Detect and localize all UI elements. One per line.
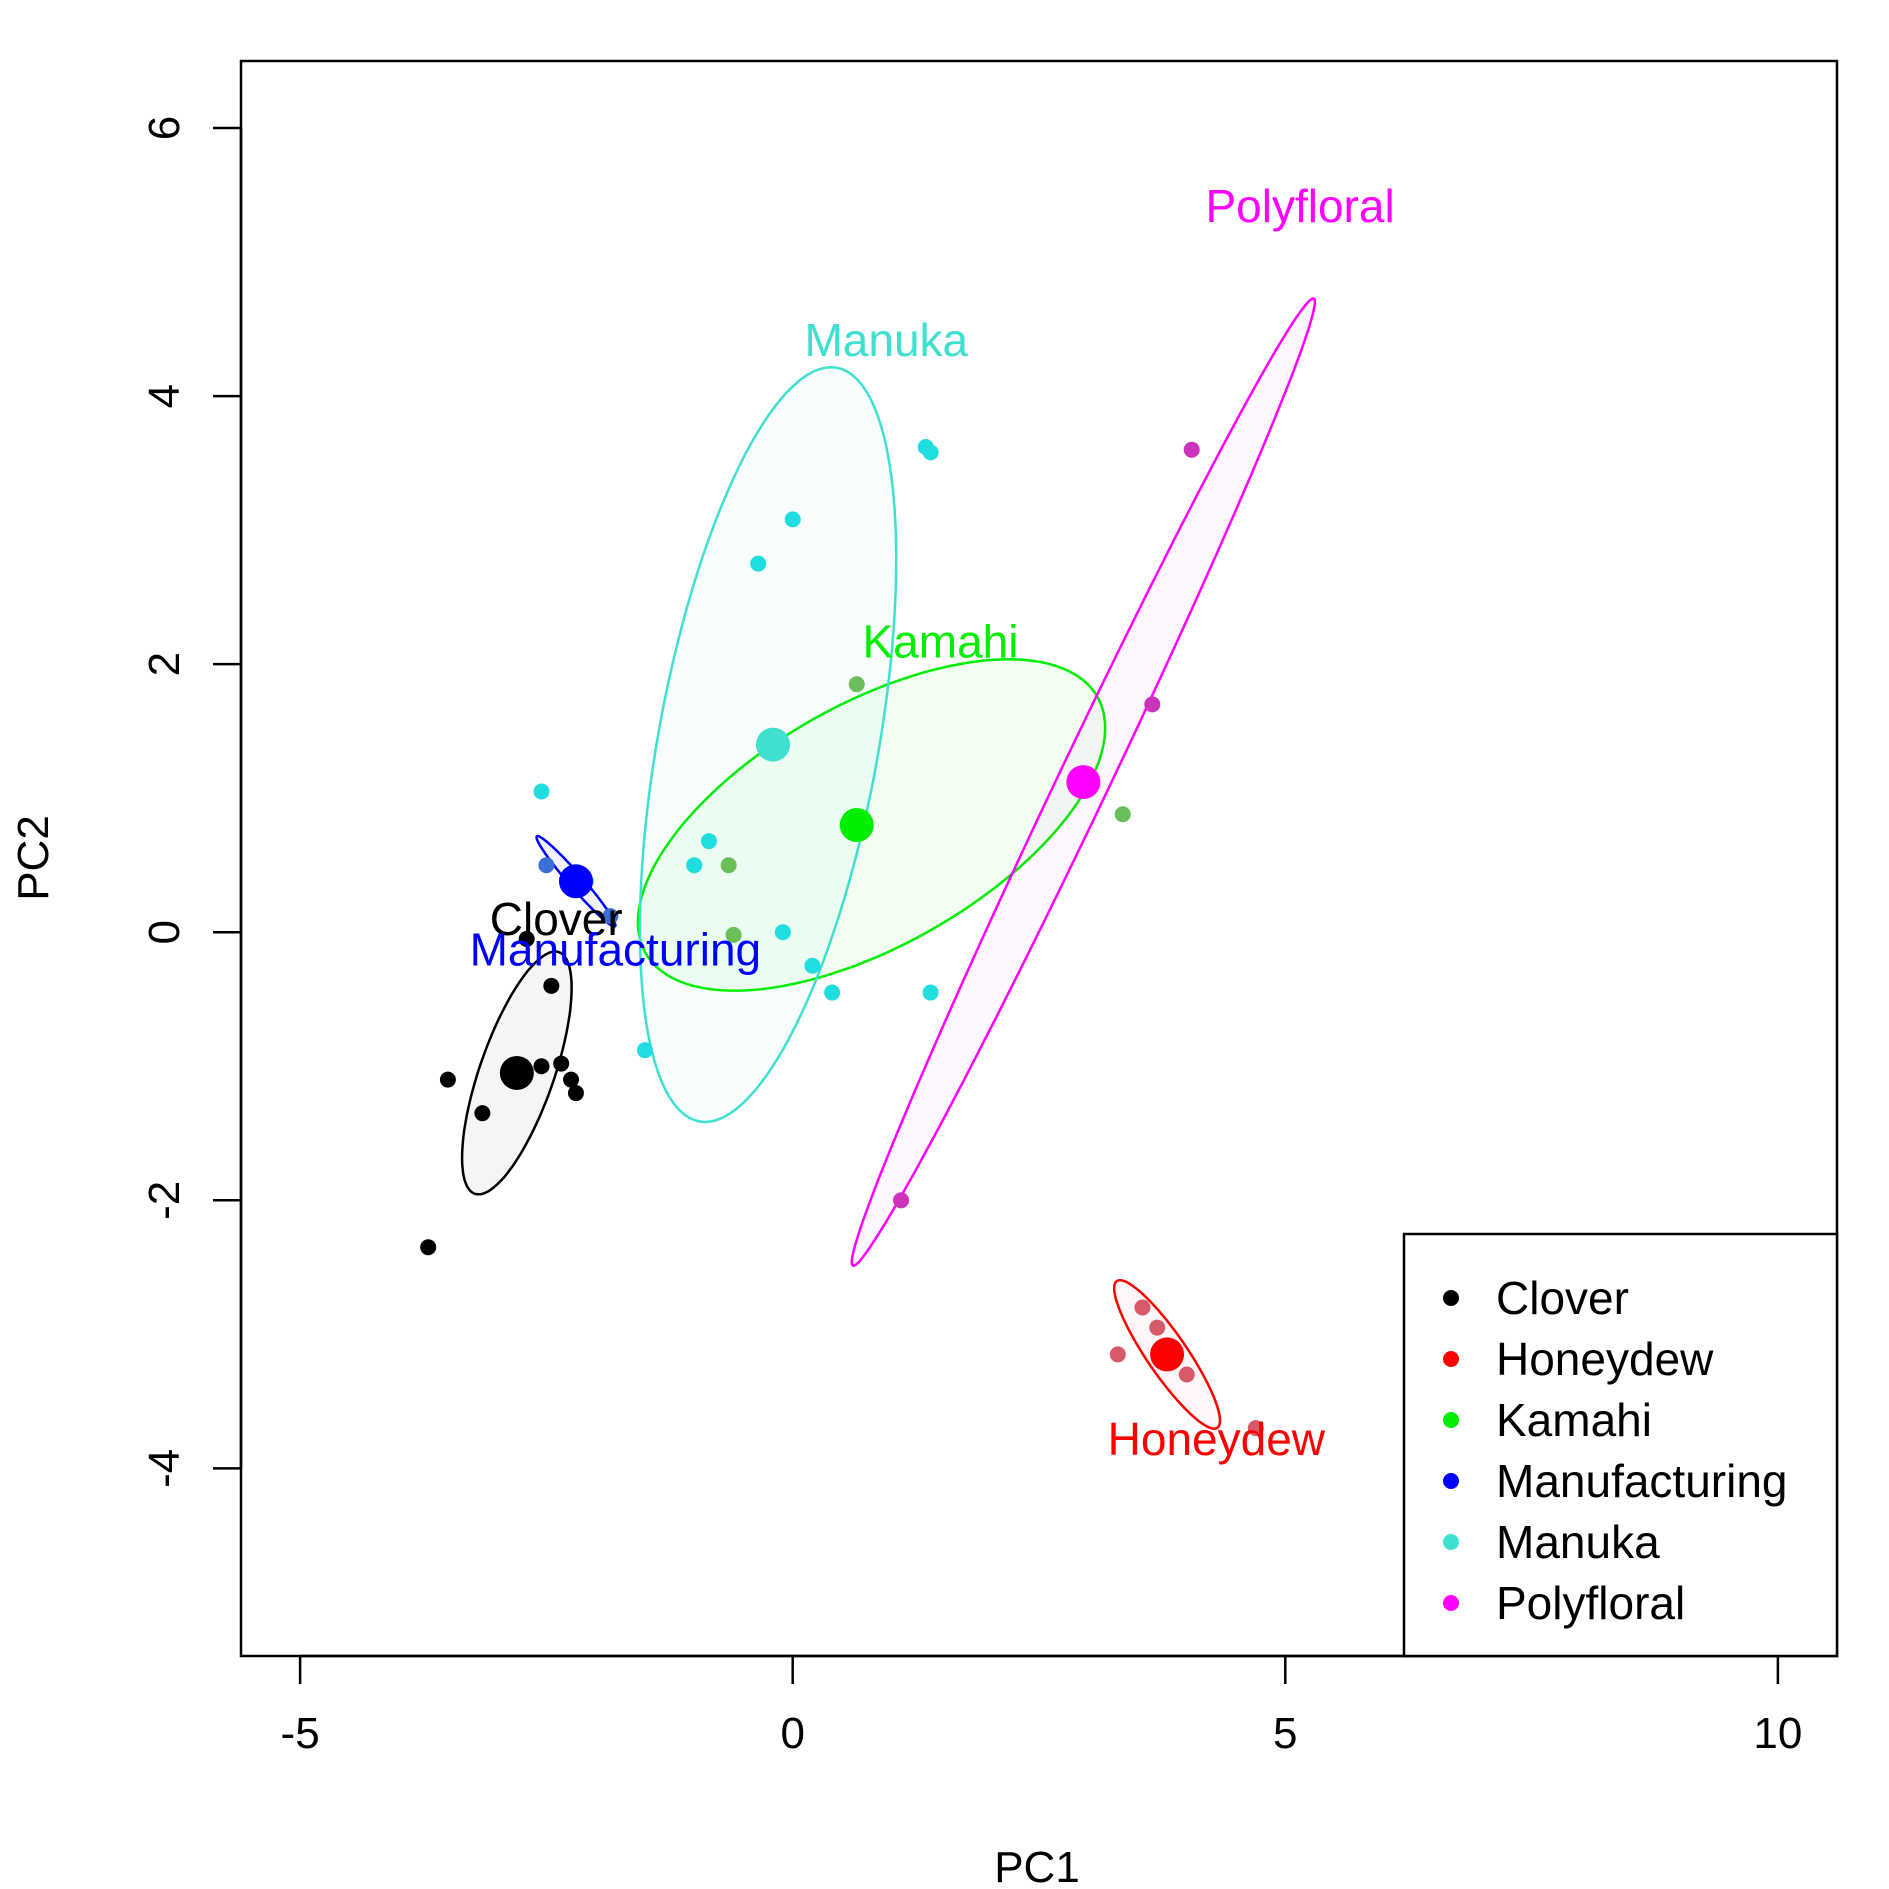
clover-point (518, 930, 535, 947)
y-axis-label: PC2 (9, 815, 58, 901)
clover-point (563, 1071, 580, 1088)
kamahi-point (725, 926, 742, 943)
manuka-point (784, 511, 801, 528)
polyfloral-ellipse (850, 297, 1317, 1267)
legend-label-honeydew: Honeydew (1496, 1333, 1714, 1385)
x-axis: -5 0 5 10 (281, 1654, 1802, 1758)
legend-label-manufacturing: Manufacturing (1496, 1455, 1788, 1507)
kamahi-point (848, 676, 865, 693)
manuka-point (533, 783, 550, 800)
data-points (420, 439, 1264, 1437)
polyfloral-centroid (1066, 765, 1101, 800)
y-tick-label: -2 (140, 1181, 189, 1220)
x-tick-label: 0 (780, 1709, 804, 1758)
legend-label-kamahi: Kamahi (1496, 1394, 1652, 1446)
manuka-point (922, 984, 939, 1001)
polyfloral-point (893, 1192, 910, 1209)
kamahi-point (720, 857, 737, 874)
manuka-point (636, 1042, 653, 1059)
y-tick-label: 0 (140, 920, 189, 944)
manufacturing-group-label: Manufacturing (470, 924, 762, 976)
legend-label-clover: Clover (1496, 1272, 1629, 1324)
manuka-point (686, 857, 703, 874)
legend: Clover Honeydew Kamahi Manufacturing Manuka P… (1402, 1232, 1839, 1658)
y-axis: -4 -2 0 2 4 6 (140, 116, 243, 1488)
clover-centroid (499, 1055, 534, 1090)
legend-label-polyfloral: Polyfloral (1496, 1577, 1685, 1629)
legend-marker-kamahi (1443, 1412, 1459, 1428)
x-axis-label: PC1 (994, 1843, 1080, 1889)
honeydew-centroid (1150, 1337, 1185, 1372)
honeydew-ellipse (1112, 1278, 1222, 1430)
manufacturing-point (602, 908, 619, 925)
manuka-point (750, 555, 767, 572)
manuka-point (804, 957, 821, 974)
legend-box (1402, 1232, 1839, 1658)
clover-group-label: Clover (490, 893, 623, 945)
manuka-centroid (756, 727, 790, 762)
polyfloral-point (1183, 441, 1200, 458)
clover-point (474, 1105, 491, 1122)
y-tick-label: 6 (140, 116, 189, 140)
manufacturing-point (538, 857, 555, 874)
kamahi-point (1114, 806, 1131, 823)
manuka-point (774, 924, 791, 941)
legend-marker-honeydew (1443, 1351, 1459, 1367)
y-tick-label: -4 (140, 1449, 189, 1488)
confidence-ellipses (460, 297, 1317, 1430)
honeydew-point (1149, 1319, 1166, 1336)
honeydew-group-label: Honeydew (1108, 1413, 1326, 1465)
honeydew-point (1178, 1366, 1195, 1383)
honeydew-point (1109, 1346, 1126, 1363)
legend-label-manuka: Manuka (1496, 1516, 1660, 1568)
clover-point (533, 1058, 550, 1075)
clover-point (553, 1055, 570, 1072)
legend-marker-polyfloral (1443, 1595, 1459, 1611)
x-tick-label: -5 (281, 1709, 320, 1758)
legend-marker-manufacturing (1443, 1473, 1459, 1489)
kamahi-group-label: Kamahi (862, 615, 1018, 667)
x-tick-label: 10 (1753, 1709, 1802, 1758)
y-tick-label: 4 (140, 384, 189, 408)
clover-point (420, 1239, 437, 1256)
kamahi-centroid (839, 807, 874, 842)
manuka-point (700, 833, 717, 850)
polyfloral-group-label: Polyfloral (1205, 180, 1394, 232)
x-tick-label: 5 (1273, 1709, 1297, 1758)
group-centroids (499, 727, 1185, 1372)
clover-point (567, 1085, 584, 1102)
honeydew-point (1134, 1299, 1151, 1316)
clover-point (543, 977, 560, 994)
honeydew-point (1247, 1420, 1264, 1437)
group-labels: Clover Honeydew Kamahi Manufacturing Manuka P… (470, 180, 1395, 1465)
legend-marker-clover (1443, 1290, 1459, 1306)
y-tick-label: 2 (140, 652, 189, 676)
manuka-point (922, 444, 939, 461)
legend-marker-manuka (1443, 1534, 1459, 1550)
manuka-group-label: Manuka (804, 314, 968, 366)
clover-point (439, 1071, 456, 1088)
manuka-point (824, 984, 841, 1001)
manufacturing-centroid (558, 864, 593, 899)
polyfloral-point (1144, 696, 1161, 713)
